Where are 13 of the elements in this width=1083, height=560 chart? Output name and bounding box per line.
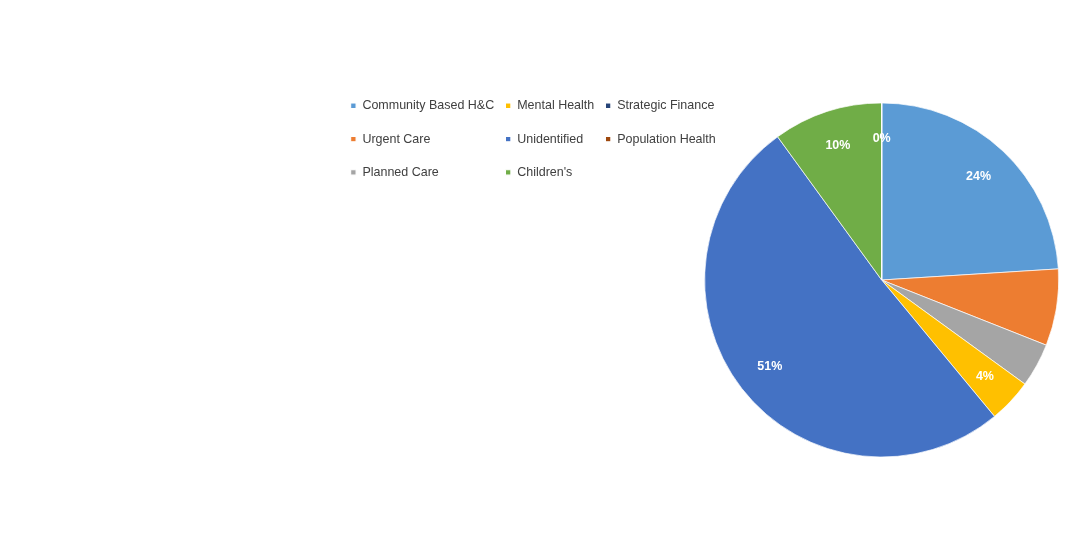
data-label: 4% bbox=[975, 369, 994, 384]
legend-label: Community Based H&C bbox=[362, 98, 495, 113]
legend-label: Urgent Care bbox=[362, 131, 431, 146]
legend-label: Population Health bbox=[617, 131, 716, 146]
legend-label: Children's bbox=[517, 164, 573, 179]
data-label: 51% bbox=[757, 359, 783, 374]
legend-label: Mental Health bbox=[517, 98, 595, 113]
legend-label: Unidentified bbox=[517, 131, 584, 146]
data-label: 24% bbox=[966, 169, 992, 184]
legend-label: Strategic Finance bbox=[617, 98, 715, 113]
text: 0% bbox=[872, 130, 891, 145]
legend-label: Planned Care bbox=[362, 164, 439, 179]
data-label: 10% bbox=[825, 137, 851, 152]
